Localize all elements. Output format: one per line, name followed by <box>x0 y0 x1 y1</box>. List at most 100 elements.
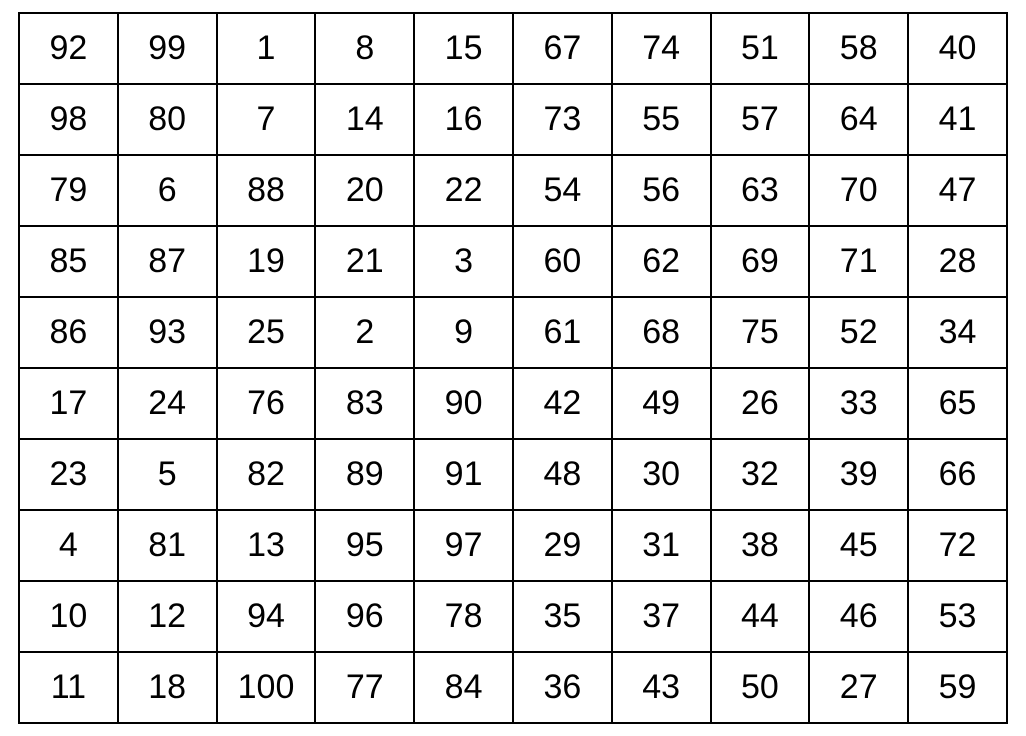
table-cell: 99 <box>118 13 217 84</box>
table-cell: 84 <box>414 652 513 723</box>
table-cell: 67 <box>513 13 612 84</box>
table-cell: 32 <box>711 439 810 510</box>
table-cell: 44 <box>711 581 810 652</box>
table-cell: 70 <box>809 155 908 226</box>
table-cell: 8 <box>315 13 414 84</box>
table-cell: 10 <box>19 581 118 652</box>
table-cell: 86 <box>19 297 118 368</box>
table-cell: 100 <box>217 652 316 723</box>
table-cell: 47 <box>908 155 1007 226</box>
table-cell: 20 <box>315 155 414 226</box>
table-cell: 94 <box>217 581 316 652</box>
table-cell: 71 <box>809 226 908 297</box>
table-cell: 68 <box>612 297 711 368</box>
table-row: 92 99 1 8 15 67 74 51 58 40 <box>19 13 1007 84</box>
table-cell: 83 <box>315 368 414 439</box>
table-cell: 56 <box>612 155 711 226</box>
table-cell: 24 <box>118 368 217 439</box>
table-cell: 59 <box>908 652 1007 723</box>
number-grid-body: 92 99 1 8 15 67 74 51 58 40 98 80 7 14 1… <box>19 13 1007 723</box>
table-cell: 69 <box>711 226 810 297</box>
table-cell: 52 <box>809 297 908 368</box>
number-grid-table: 92 99 1 8 15 67 74 51 58 40 98 80 7 14 1… <box>18 12 1008 724</box>
table-row: 86 93 25 2 9 61 68 75 52 34 <box>19 297 1007 368</box>
table-cell: 19 <box>217 226 316 297</box>
table-cell: 22 <box>414 155 513 226</box>
table-cell: 30 <box>612 439 711 510</box>
table-cell: 45 <box>809 510 908 581</box>
table-cell: 7 <box>217 84 316 155</box>
table-row: 98 80 7 14 16 73 55 57 64 41 <box>19 84 1007 155</box>
table-cell: 98 <box>19 84 118 155</box>
table-cell: 5 <box>118 439 217 510</box>
table-cell: 53 <box>908 581 1007 652</box>
table-cell: 88 <box>217 155 316 226</box>
table-cell: 80 <box>118 84 217 155</box>
table-cell: 46 <box>809 581 908 652</box>
table-cell: 62 <box>612 226 711 297</box>
table-cell: 77 <box>315 652 414 723</box>
table-cell: 87 <box>118 226 217 297</box>
table-cell: 25 <box>217 297 316 368</box>
table-cell: 72 <box>908 510 1007 581</box>
table-cell: 54 <box>513 155 612 226</box>
table-cell: 66 <box>908 439 1007 510</box>
table-cell: 43 <box>612 652 711 723</box>
table-cell: 89 <box>315 439 414 510</box>
table-cell: 33 <box>809 368 908 439</box>
table-cell: 1 <box>217 13 316 84</box>
table-cell: 26 <box>711 368 810 439</box>
table-cell: 48 <box>513 439 612 510</box>
table-cell: 6 <box>118 155 217 226</box>
table-cell: 75 <box>711 297 810 368</box>
table-cell: 65 <box>908 368 1007 439</box>
table-cell: 92 <box>19 13 118 84</box>
table-row: 23 5 82 89 91 48 30 32 39 66 <box>19 439 1007 510</box>
table-cell: 50 <box>711 652 810 723</box>
table-cell: 11 <box>19 652 118 723</box>
table-cell: 64 <box>809 84 908 155</box>
table-cell: 74 <box>612 13 711 84</box>
table-cell: 37 <box>612 581 711 652</box>
table-row: 10 12 94 96 78 35 37 44 46 53 <box>19 581 1007 652</box>
table-row: 11 18 100 77 84 36 43 50 27 59 <box>19 652 1007 723</box>
table-cell: 78 <box>414 581 513 652</box>
table-row: 79 6 88 20 22 54 56 63 70 47 <box>19 155 1007 226</box>
table-row: 17 24 76 83 90 42 49 26 33 65 <box>19 368 1007 439</box>
table-cell: 58 <box>809 13 908 84</box>
table-cell: 2 <box>315 297 414 368</box>
number-grid-container: 92 99 1 8 15 67 74 51 58 40 98 80 7 14 1… <box>0 0 1026 736</box>
table-cell: 60 <box>513 226 612 297</box>
table-cell: 18 <box>118 652 217 723</box>
table-cell: 41 <box>908 84 1007 155</box>
table-cell: 17 <box>19 368 118 439</box>
table-cell: 79 <box>19 155 118 226</box>
table-cell: 23 <box>19 439 118 510</box>
table-cell: 13 <box>217 510 316 581</box>
table-cell: 63 <box>711 155 810 226</box>
table-cell: 29 <box>513 510 612 581</box>
table-cell: 97 <box>414 510 513 581</box>
table-cell: 82 <box>217 439 316 510</box>
table-cell: 40 <box>908 13 1007 84</box>
table-cell: 12 <box>118 581 217 652</box>
table-cell: 49 <box>612 368 711 439</box>
table-cell: 42 <box>513 368 612 439</box>
table-cell: 15 <box>414 13 513 84</box>
table-cell: 93 <box>118 297 217 368</box>
table-cell: 39 <box>809 439 908 510</box>
table-cell: 34 <box>908 297 1007 368</box>
table-cell: 27 <box>809 652 908 723</box>
table-cell: 9 <box>414 297 513 368</box>
table-row: 85 87 19 21 3 60 62 69 71 28 <box>19 226 1007 297</box>
table-cell: 4 <box>19 510 118 581</box>
table-cell: 81 <box>118 510 217 581</box>
table-cell: 31 <box>612 510 711 581</box>
table-cell: 55 <box>612 84 711 155</box>
table-cell: 14 <box>315 84 414 155</box>
table-cell: 73 <box>513 84 612 155</box>
table-cell: 76 <box>217 368 316 439</box>
table-row: 4 81 13 95 97 29 31 38 45 72 <box>19 510 1007 581</box>
table-cell: 21 <box>315 226 414 297</box>
table-cell: 61 <box>513 297 612 368</box>
